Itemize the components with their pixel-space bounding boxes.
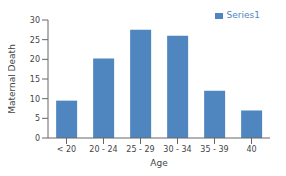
svg-text:35 - 39: 35 - 39 — [200, 145, 228, 154]
svg-text:5: 5 — [35, 114, 40, 123]
svg-text:20 - 24: 20 - 24 — [89, 145, 117, 154]
svg-text:30 - 34: 30 - 34 — [163, 145, 191, 154]
svg-text:< 20: < 20 — [57, 145, 76, 154]
svg-text:10: 10 — [30, 95, 40, 104]
svg-text:30: 30 — [30, 16, 40, 25]
html-text:Series1: Series1 — [226, 10, 260, 20]
svg-text:40: 40 — [246, 145, 256, 154]
svg-text:25 - 29: 25 - 29 — [126, 145, 154, 154]
svg-text:25: 25 — [30, 36, 40, 45]
svg-text:15: 15 — [30, 75, 40, 84]
svg-text:Maternal Death: Maternal Death — [8, 44, 17, 114]
svg-text:0: 0 — [35, 134, 40, 143]
svg-text:Age: Age — [150, 158, 168, 168]
svg-text:20: 20 — [30, 55, 40, 64]
